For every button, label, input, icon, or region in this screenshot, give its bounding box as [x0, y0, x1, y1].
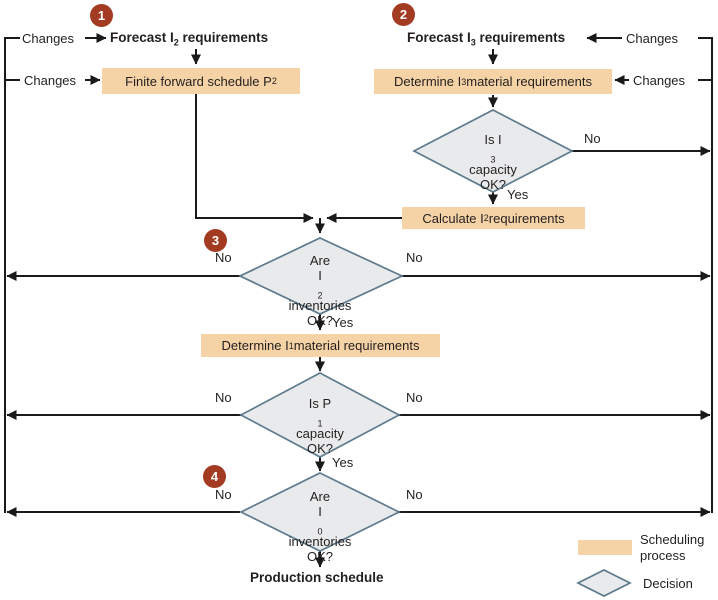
arrow-finite-forward-to-junction [195, 94, 314, 223]
no-label-i2-right: No [406, 250, 423, 265]
decision-is-p1-capacity-shape [239, 372, 401, 458]
yes-label-p1: Yes [332, 455, 354, 470]
step-badge-2: 2 [392, 3, 415, 26]
forecast-i3-title: Forecast I3 requirements [407, 30, 566, 48]
legend-process-swatch [578, 540, 632, 555]
yes-label-i3: Yes [507, 187, 529, 202]
legend-decision-label: Decision [643, 576, 693, 591]
production-schedule-label: Production schedule [250, 570, 384, 585]
changes-label-right-1: Changes [626, 31, 679, 46]
step-badge-4: 4 [203, 465, 226, 488]
no-label-i0-right: No [406, 487, 423, 502]
decision-are-i2-inventories-shape [238, 237, 405, 315]
legend-process-label: Scheduling process [640, 532, 705, 563]
changes-label-left-2: Changes [24, 73, 77, 88]
no-label-i2-left: No [215, 250, 232, 265]
left-feedback-rail [4, 37, 20, 513]
right-feedback-rail [698, 37, 713, 513]
legend-decision-shape [576, 569, 632, 597]
changes-label-right-2: Changes [633, 73, 686, 88]
yes-label-i2: Yes [332, 315, 354, 330]
changes-label-left-1: Changes [22, 31, 75, 46]
no-label-p1-right: No [406, 390, 423, 405]
no-label-i3-right: No [584, 131, 601, 146]
decision-are-i0-inventories-shape [239, 472, 401, 552]
step-badge-3: 3 [204, 229, 227, 252]
no-label-p1-left: No [215, 390, 232, 405]
step-badge-1: 1 [90, 4, 113, 27]
no-label-i0-left: No [215, 487, 232, 502]
forecast-i2-title: Forecast I2 requirements [110, 30, 269, 48]
decision-is-i3-capacity-shape [412, 109, 574, 193]
